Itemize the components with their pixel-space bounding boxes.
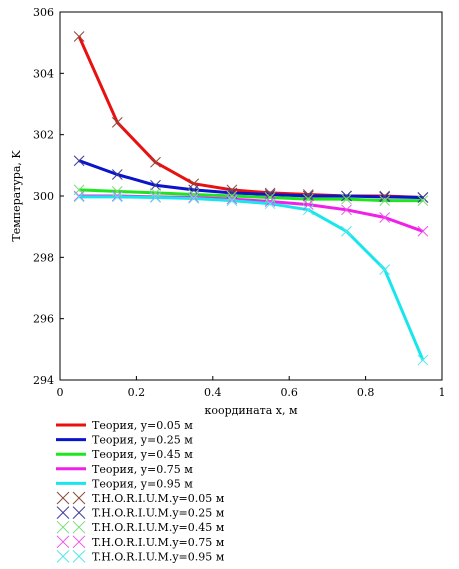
x-axis-label: координата x, м: [204, 404, 297, 417]
legend-swatch: [56, 491, 86, 505]
y-tick-label: 294: [33, 374, 54, 387]
legend-swatch: [56, 520, 86, 534]
legend-label: T.H.O.R.I.U.M.y=0.05 м: [92, 492, 225, 505]
y-tick-label: 304: [33, 67, 54, 80]
legend-item: Теория, y=0.75 м: [56, 463, 193, 476]
legend-item: T.H.O.R.I.U.M.y=0.25 м: [56, 506, 225, 520]
legend-swatch: [56, 506, 86, 519]
legend-label: Теория, y=0.75 м: [92, 463, 193, 476]
data-point: [188, 184, 200, 196]
legend-label: T.H.O.R.I.U.M.y=0.45 м: [92, 521, 225, 534]
series-line-2: [78, 159, 423, 199]
legend-item: Теория, y=0.05 м: [56, 419, 193, 432]
y-tick-label: 298: [33, 251, 54, 264]
data-point: [111, 117, 123, 128]
data-point: [111, 186, 123, 197]
legend-item: Теория, y=0.25 м: [56, 434, 193, 447]
data-point: [73, 190, 85, 202]
x-tick-label: 0.8: [357, 386, 375, 399]
data-point: [302, 204, 314, 216]
x-tick-label: 0: [57, 386, 64, 399]
y-tick-label: 306: [33, 6, 54, 19]
data-point: [417, 225, 429, 237]
data-point: [341, 225, 352, 237]
legend-swatch: [56, 535, 86, 549]
data-point: [73, 191, 85, 203]
x-tick-label: 0.6: [280, 386, 298, 399]
legend-item: T.H.O.R.I.U.M.y=0.45 м: [56, 520, 225, 534]
data-point: [226, 190, 238, 202]
legend-label: T.H.O.R.I.U.M.y=0.75 м: [92, 536, 225, 549]
data-point: [417, 354, 429, 366]
axis-ticks: 0 0.2 0.4 0.6 0.8 1 294 296 298 300 302 304 306: [33, 6, 446, 399]
legend-label: Теория, y=0.45 м: [92, 448, 193, 461]
data-point: [417, 192, 429, 203]
y-tick-label: 300: [33, 190, 54, 203]
data-point: [226, 195, 238, 206]
data-point: [302, 193, 314, 205]
legend-item: T.H.O.R.I.U.M.y=0.75 м: [56, 535, 225, 549]
data-point: [111, 169, 123, 180]
legend-label: Теория, y=0.05 м: [92, 419, 193, 432]
data-point: [150, 156, 161, 168]
series-layer: [73, 31, 429, 366]
x-tick-label: 0.4: [204, 386, 222, 399]
legend-swatch: [56, 550, 86, 563]
x-tick-label: 0.2: [128, 386, 146, 399]
data-point: [341, 193, 352, 205]
y-tick-label: 296: [33, 313, 54, 326]
data-point: [302, 199, 314, 210]
legend-label: T.H.O.R.I.U.M.y=0.95 м: [92, 550, 225, 563]
data-point: [379, 190, 391, 202]
y-axis-label: Температура, K: [10, 150, 23, 242]
legend-item: Теория, y=0.45 м: [56, 448, 193, 461]
data-point: [379, 195, 391, 206]
data-point: [226, 193, 238, 205]
data-point: [379, 212, 391, 223]
legend-item: T.H.O.R.I.U.M.y=0.95 м: [56, 550, 225, 563]
data-point: [264, 198, 276, 210]
data-point: [341, 204, 352, 216]
data-point: [73, 155, 85, 167]
data-point: [188, 192, 200, 203]
data-point: [417, 195, 429, 206]
legend-label: T.H.O.R.I.U.M.y=0.25 м: [92, 507, 225, 520]
data-point: [111, 190, 123, 202]
data-point: [150, 179, 161, 191]
data-point: [150, 187, 161, 199]
y-tick-label: 302: [33, 129, 54, 142]
data-point: [302, 190, 314, 202]
data-point: [302, 189, 314, 200]
legend-label: Теория, y=0.95 м: [92, 477, 193, 490]
data-point: [150, 192, 161, 203]
data-point: [73, 31, 85, 42]
x-tick-label: 1: [439, 386, 446, 399]
data-point: [264, 196, 276, 207]
legend-item: Теория, y=0.95 м: [56, 477, 193, 490]
series-line-5: [79, 195, 425, 361]
legend-item: T.H.O.R.I.U.M.y=0.05 м: [56, 491, 225, 505]
data-point: [379, 264, 391, 275]
data-point: [264, 187, 276, 199]
series-line-3: [79, 188, 423, 203]
data-point: [379, 191, 391, 203]
data-point: [188, 189, 200, 200]
legend-label: Теория, y=0.25 м: [92, 434, 193, 447]
data-point: [188, 193, 200, 204]
data-point: [111, 191, 123, 203]
series-line-1: [77, 35, 423, 199]
data-point: [341, 190, 352, 202]
